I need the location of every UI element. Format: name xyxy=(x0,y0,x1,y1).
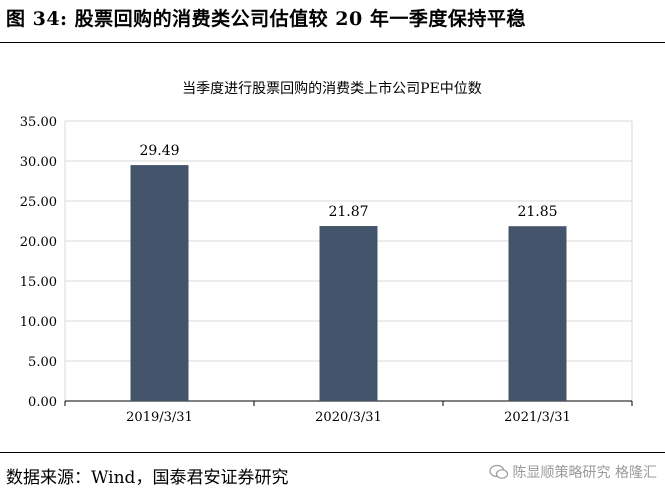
y-tick-label: 35.00 xyxy=(20,115,57,130)
watermark-text: 陈显顺策略研究 格隆汇 xyxy=(512,465,657,481)
y-tick-label: 0.00 xyxy=(28,395,57,410)
y-tick-label: 15.00 xyxy=(20,275,57,290)
bar xyxy=(130,165,189,401)
wechat-icon xyxy=(488,464,508,479)
x-tick-label: 2021/3/31 xyxy=(504,410,571,425)
y-tick-label: 30.00 xyxy=(20,155,57,170)
chart-title: 当季度进行股票回购的消费类上市公司PE中位数 xyxy=(182,80,482,97)
data-source: 数据来源：Wind，国泰君安证券研究 xyxy=(6,468,289,488)
title-divider xyxy=(0,42,665,43)
bars xyxy=(130,165,567,401)
bar xyxy=(508,226,567,401)
y-axis-ticks: 0.00 5.00 10.00 15.00 20.00 25.00 30.00 35.00 xyxy=(20,115,57,410)
data-label: 29.49 xyxy=(139,143,179,159)
chart-container: 当季度进行股票回购的消费类上市公司PE中位数 0.00 5.00 10.00 15.0… xyxy=(0,56,665,436)
bar-chart: 当季度进行股票回购的消费类上市公司PE中位数 0.00 5.00 10.00 15.0… xyxy=(20,80,633,425)
data-label: 21.87 xyxy=(328,204,368,220)
data-label: 21.85 xyxy=(517,204,557,220)
x-tick-label: 2020/3/31 xyxy=(315,410,382,425)
y-tick-label: 25.00 xyxy=(20,195,57,210)
figure-title: 图 34: 股票回购的消费类公司估值较 20 年一季度保持平稳 xyxy=(6,8,526,30)
y-tick-label: 5.00 xyxy=(28,355,57,370)
x-tick-label: 2019/3/31 xyxy=(126,410,193,425)
bar xyxy=(319,226,378,401)
footer-divider xyxy=(0,452,665,453)
y-tick-label: 20.00 xyxy=(20,235,57,250)
y-tick-label: 10.00 xyxy=(20,315,57,330)
x-axis-ticks: 2019/3/31 2020/3/31 2021/3/31 xyxy=(64,401,633,425)
data-labels: 29.49 21.87 21.85 xyxy=(139,143,557,220)
watermark: 陈显顺策略研究 格隆汇 xyxy=(488,462,657,482)
